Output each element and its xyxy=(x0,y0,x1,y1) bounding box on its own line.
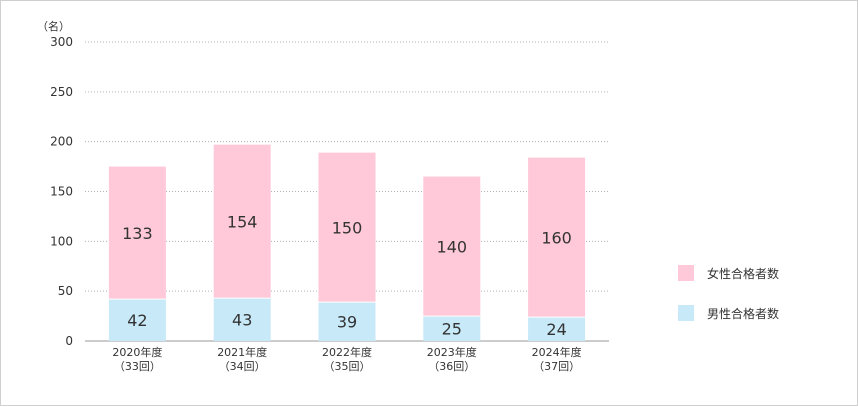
bar-segment xyxy=(528,317,586,341)
data-label: 154 xyxy=(227,212,258,231)
y-tick-label: 50 xyxy=(58,284,73,298)
x-tick-label: 2024年度 xyxy=(532,345,582,359)
y-unit-label: （名） xyxy=(37,19,70,33)
data-label: 133 xyxy=(122,224,153,243)
y-tick-label: 300 xyxy=(50,35,73,49)
data-label: 25 xyxy=(442,320,462,339)
bar-segment xyxy=(213,144,271,299)
legend-swatch xyxy=(678,265,694,281)
bar-segment xyxy=(108,299,166,341)
bar-segment xyxy=(318,302,376,341)
legend-label: 男性合格者数 xyxy=(707,306,779,321)
y-tick-label: 100 xyxy=(50,234,73,248)
bars: 42 133 43 154 39 150 25 140 24 160 xyxy=(108,144,586,341)
x-tick-label: （37回） xyxy=(533,360,580,373)
x-tick-label: （35回） xyxy=(324,360,371,373)
x-axis: 2020年度（33回）2021年度（34回）2022年度（35回）2023年度（… xyxy=(112,345,581,373)
data-label: 42 xyxy=(127,311,147,330)
x-tick-label: 2021年度 xyxy=(217,345,267,359)
data-label: 160 xyxy=(541,228,572,247)
data-label: 150 xyxy=(332,218,363,237)
data-label: 43 xyxy=(232,311,252,330)
y-tick-label: 0 xyxy=(65,334,73,348)
legend-swatch xyxy=(678,305,694,321)
bar-segment xyxy=(423,316,481,341)
bar-segment xyxy=(108,166,166,300)
data-label: 39 xyxy=(337,313,357,332)
y-tick-label: 150 xyxy=(50,185,73,199)
bar-segment xyxy=(528,157,586,318)
x-tick-label: （36回） xyxy=(428,360,475,373)
bar-segment xyxy=(423,176,481,317)
y-tick-label: 250 xyxy=(50,85,73,99)
x-tick-label: 2022年度 xyxy=(322,345,372,359)
x-tick-label: 2023年度 xyxy=(427,345,477,359)
data-label: 24 xyxy=(546,320,566,339)
x-tick-label: 2020年度 xyxy=(112,345,162,359)
y-tick-label: 200 xyxy=(50,135,73,149)
y-axis: （名） 0 50 100 150 200 250 300 xyxy=(37,19,73,348)
x-tick-label: （33回） xyxy=(114,360,161,373)
bar-segment xyxy=(213,298,271,341)
x-tick-label: （34回） xyxy=(219,360,266,373)
bar-segment xyxy=(318,152,376,303)
data-label: 140 xyxy=(437,237,468,256)
legend-label: 女性合格者数 xyxy=(707,266,779,281)
